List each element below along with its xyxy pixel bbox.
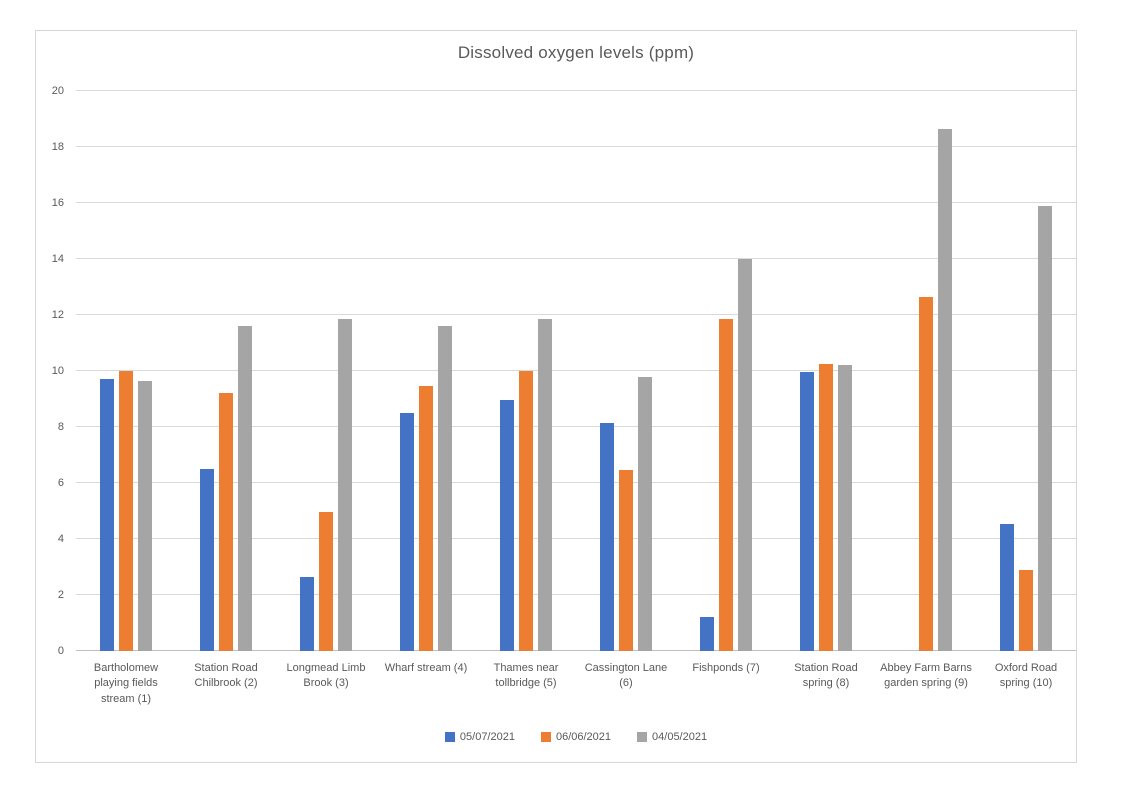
x-axis-line [76,650,1076,651]
bar-series-06-06-2021 [1019,569,1033,651]
legend-item: 04/05/2021 [637,731,707,743]
gridline [76,314,1076,315]
x-category-label: Station Road spring (8) [794,662,858,690]
bar-group [976,91,1076,651]
bar-series-04-05-2021 [738,259,752,651]
chart-frame: Dissolved oxygen levels (ppm) 0 2 4 6 8 10 12 1… [35,30,1077,763]
y-tick-label: 4 [57,533,64,545]
bar-series-06-06-2021 [919,296,933,651]
bar-series-05-07-2021 [1000,523,1014,651]
legend-item: 06/06/2021 [540,731,612,743]
bar-series-04-05-2021 [538,319,552,651]
legend-swatch-icon [444,732,455,742]
gridline [76,482,1076,483]
bar-series-04-05-2021 [338,319,352,651]
bar-series-05-07-2021 [500,400,514,651]
y-tick-label: 0 [57,645,64,657]
bar-group [476,91,576,651]
gridline [76,90,1076,91]
gridline [76,258,1076,259]
bar-series-04-05-2021 [838,365,852,651]
bar-group [876,91,976,651]
x-category-label: Cassington Lane (6) [584,662,668,690]
legend-swatch-icon [637,732,648,742]
bar-group [376,91,476,651]
x-category-label: Station Road Chilbrook (2) [194,662,258,690]
gridline [76,202,1076,203]
bar-group [276,91,376,651]
legend-label: 06/06/2021 [555,731,612,743]
gridline [76,426,1076,427]
x-category-label: Thames near tollbridge (5) [493,662,559,690]
gridline [76,146,1076,147]
x-category-label: Wharf stream (4) [384,662,468,674]
y-tick-label: 8 [57,421,64,433]
bar-series-05-07-2021 [400,413,414,651]
gridline [76,370,1076,371]
gridline [76,538,1076,539]
bar-series-04-05-2021 [638,376,652,651]
x-category-label: Bartholomew playing fields stream (1) [93,662,159,705]
y-axis: 0 2 4 6 8 10 12 14 16 18 20 [36,85,68,657]
bar-series-04-05-2021 [238,326,252,651]
bar-series-05-07-2021 [800,372,814,651]
y-tick-label: 20 [51,85,64,97]
gridline [76,594,1076,595]
bar-series-05-07-2021 [200,469,214,651]
x-category-label: Abbey Farm Barns garden spring (9) [880,662,972,690]
bar-series-04-05-2021 [438,326,452,651]
y-tick-label: 2 [57,589,64,601]
legend-item: 05/07/2021 [444,731,515,743]
bar-series-06-06-2021 [719,319,733,651]
plot-area [76,90,1076,651]
bar-series-05-07-2021 [300,576,314,651]
bar-series-06-06-2021 [119,371,133,651]
x-category-label: Oxford Road spring (10) [994,662,1058,690]
bar-series-04-05-2021 [938,128,952,651]
bar-series-06-06-2021 [619,470,633,651]
chart-title: Dissolved oxygen levels (ppm) [457,43,695,62]
x-axis-labels: Bartholomew playing fields stream (1) Sta… [76,661,1076,707]
legend-swatch-icon [540,732,551,742]
bar-series-05-07-2021 [600,422,614,651]
legend-label: 04/05/2021 [652,731,708,743]
bar-series-06-06-2021 [419,386,433,651]
bar-group [576,91,676,651]
bar-series-05-07-2021 [100,379,114,651]
y-tick-label: 6 [57,477,64,489]
bar-group [676,91,776,651]
y-tick-label: 14 [51,253,64,265]
bar-series-06-06-2021 [319,512,333,651]
bar-group [76,91,176,651]
y-tick-label: 12 [51,309,64,321]
x-category-label: Fishponds (7) [692,662,760,674]
bar-series-06-06-2021 [219,393,233,651]
bar-group [776,91,876,651]
bar-series-05-07-2021 [700,617,714,651]
legend-label: 05/07/2021 [459,731,515,743]
y-tick-label: 10 [51,365,64,377]
y-tick-label: 16 [51,197,64,209]
bar-groups [76,91,1076,651]
bar-series-06-06-2021 [519,371,533,651]
y-tick-label: 18 [51,141,64,153]
bar-series-06-06-2021 [819,364,833,651]
legend: 05/07/2021 06/06/2021 04/05/2021 [76,731,1076,743]
bar-series-04-05-2021 [1038,205,1052,651]
bar-group [176,91,276,651]
bar-series-04-05-2021 [138,380,152,651]
x-category-label: Longmead Limb Brook (3) [286,662,366,690]
